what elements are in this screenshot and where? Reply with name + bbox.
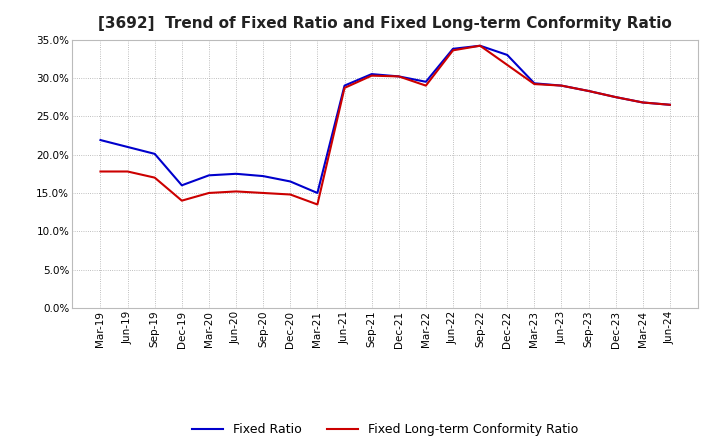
Line: Fixed Ratio: Fixed Ratio [101,46,670,193]
Fixed Long-term Conformity Ratio [204,191,213,196]
Fixed Long-term Conformity Ratio [421,83,430,88]
Fixed Long-term Conformity Ratio [232,189,240,194]
Fixed Long-term Conformity Ratio [584,88,593,94]
Line: Fixed Long-term Conformity Ratio: Fixed Long-term Conformity Ratio [101,46,670,205]
Fixed Long-term Conformity Ratio [178,198,186,203]
Fixed Long-term Conformity Ratio [476,43,485,48]
Fixed Long-term Conformity Ratio [341,85,349,91]
Fixed Long-term Conformity Ratio [96,169,105,174]
Fixed Long-term Conformity Ratio [449,48,457,53]
Fixed Ratio [584,88,593,94]
Fixed Ratio [476,43,485,48]
Fixed Ratio [232,171,240,176]
Fixed Long-term Conformity Ratio [611,95,620,100]
Fixed Ratio [123,144,132,150]
Fixed Ratio [395,74,403,79]
Fixed Long-term Conformity Ratio [150,175,159,180]
Fixed Long-term Conformity Ratio [665,102,674,107]
Fixed Ratio [557,83,566,88]
Fixed Ratio [611,95,620,100]
Fixed Ratio [259,173,268,179]
Fixed Ratio [503,52,511,58]
Title: [3692]  Trend of Fixed Ratio and Fixed Long-term Conformity Ratio: [3692] Trend of Fixed Ratio and Fixed Lo… [99,16,672,32]
Fixed Ratio [341,83,349,88]
Fixed Long-term Conformity Ratio [367,73,376,78]
Fixed Long-term Conformity Ratio [530,81,539,87]
Fixed Ratio [286,179,294,184]
Fixed Long-term Conformity Ratio [503,62,511,68]
Fixed Ratio [96,137,105,143]
Fixed Ratio [665,102,674,107]
Fixed Ratio [204,172,213,178]
Legend: Fixed Ratio, Fixed Long-term Conformity Ratio: Fixed Ratio, Fixed Long-term Conformity … [187,418,583,440]
Fixed Ratio [530,81,539,86]
Fixed Long-term Conformity Ratio [557,83,566,88]
Fixed Long-term Conformity Ratio [123,169,132,174]
Fixed Ratio [367,71,376,77]
Fixed Long-term Conformity Ratio [259,191,268,196]
Fixed Ratio [313,191,322,196]
Fixed Ratio [639,100,647,105]
Fixed Ratio [449,46,457,51]
Fixed Long-term Conformity Ratio [395,74,403,79]
Fixed Long-term Conformity Ratio [313,202,322,207]
Fixed Ratio [150,151,159,157]
Fixed Ratio [421,79,430,84]
Fixed Long-term Conformity Ratio [639,100,647,105]
Fixed Long-term Conformity Ratio [286,192,294,197]
Fixed Ratio [178,183,186,188]
